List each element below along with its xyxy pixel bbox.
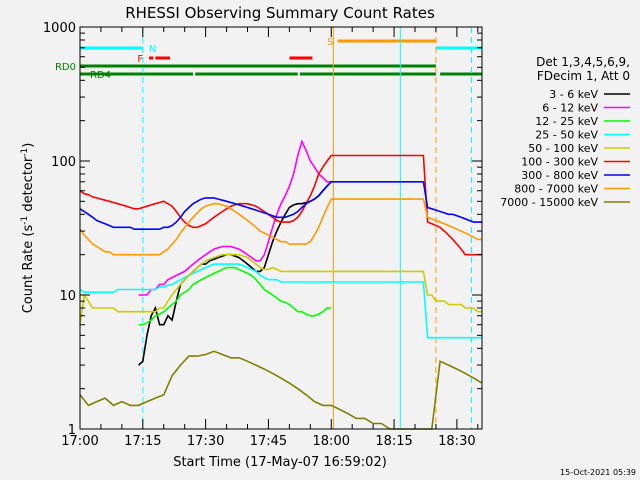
plot-frame — [79, 26, 483, 430]
legend-label-2: 12 - 25 keV — [535, 115, 598, 128]
generation-timestamp: 15-Oct-2021 05:39 — [560, 468, 636, 477]
series-line-4 — [79, 253, 482, 325]
x-tick-label: 17:15 — [124, 434, 161, 449]
series-lines — [79, 139, 483, 430]
ylabel-part-4: -1 — [20, 148, 30, 157]
y-tick-label: 1000 — [43, 21, 76, 36]
x-tick-label: 18:15 — [375, 434, 412, 449]
x-axis-ticks: 17:00 17:15 17:30 17:45 18:00 18:15 18:30 — [61, 27, 479, 449]
x-tick-label: 17:45 — [250, 434, 287, 449]
chart-title: RHESSI Observing Summary Count Rates — [125, 4, 435, 22]
ylabel-part-5: ) — [21, 143, 36, 148]
ylabel-part-3: detector — [21, 156, 36, 216]
x-axis-label: Start Time (17-May-07 16:59:02) — [173, 455, 387, 470]
legend-label-3: 25 - 50 keV — [535, 129, 598, 142]
y-tick-label: 1 — [68, 423, 76, 438]
legend: Det 1,3,4,5,6,9, FDecim 1, Att 0 3 - 6 k… — [500, 55, 630, 209]
x-tick-label: 18:30 — [438, 434, 475, 449]
y-axis-ticks: 1 10 100 1000 — [43, 21, 482, 438]
ylabel-part-2: -1 — [20, 216, 30, 225]
status-label-rd4: RD4 — [90, 70, 111, 81]
series-line-3 — [79, 263, 482, 339]
legend-label-5: 100 - 300 keV — [521, 156, 598, 169]
legend-label-1: 6 - 12 keV — [542, 102, 598, 115]
series-line-1 — [138, 139, 332, 296]
series-line-5 — [79, 154, 482, 256]
status-label-rd0: RD0 — [55, 62, 76, 73]
series-line-6 — [79, 181, 482, 230]
series-line-7 — [79, 198, 482, 256]
legend-label-8: 7000 - 15000 keV — [500, 196, 598, 209]
y-tick-label: 10 — [59, 289, 76, 304]
status-label-f: F — [137, 54, 143, 65]
legend-label-4: 50 - 100 keV — [528, 142, 598, 155]
legend-header-line-2: FDecim 1, Att 0 — [537, 69, 630, 83]
legend-label-6: 300 - 800 keV — [521, 169, 598, 182]
x-tick-label: 17:00 — [61, 434, 98, 449]
series-line-0 — [138, 181, 332, 366]
legend-label-0: 3 - 6 keV — [549, 88, 598, 101]
legend-label-7: 800 - 7000 keV — [514, 183, 598, 196]
status-label-s: S — [327, 37, 333, 48]
y-axis-label: Count Rate (s-1 detector-1) — [20, 143, 36, 314]
y-tick-label: 100 — [51, 155, 76, 170]
ylabel-part-1: Count Rate (s — [21, 225, 36, 314]
status-bars: NF S RD0 RD4 — [55, 37, 482, 81]
status-label-n: N — [149, 44, 156, 55]
legend-header-line-1: Det 1,3,4,5,6,9, — [536, 55, 630, 69]
x-tick-label: 18:00 — [313, 434, 350, 449]
x-tick-label: 17:30 — [187, 434, 224, 449]
series-line-2 — [138, 266, 332, 326]
